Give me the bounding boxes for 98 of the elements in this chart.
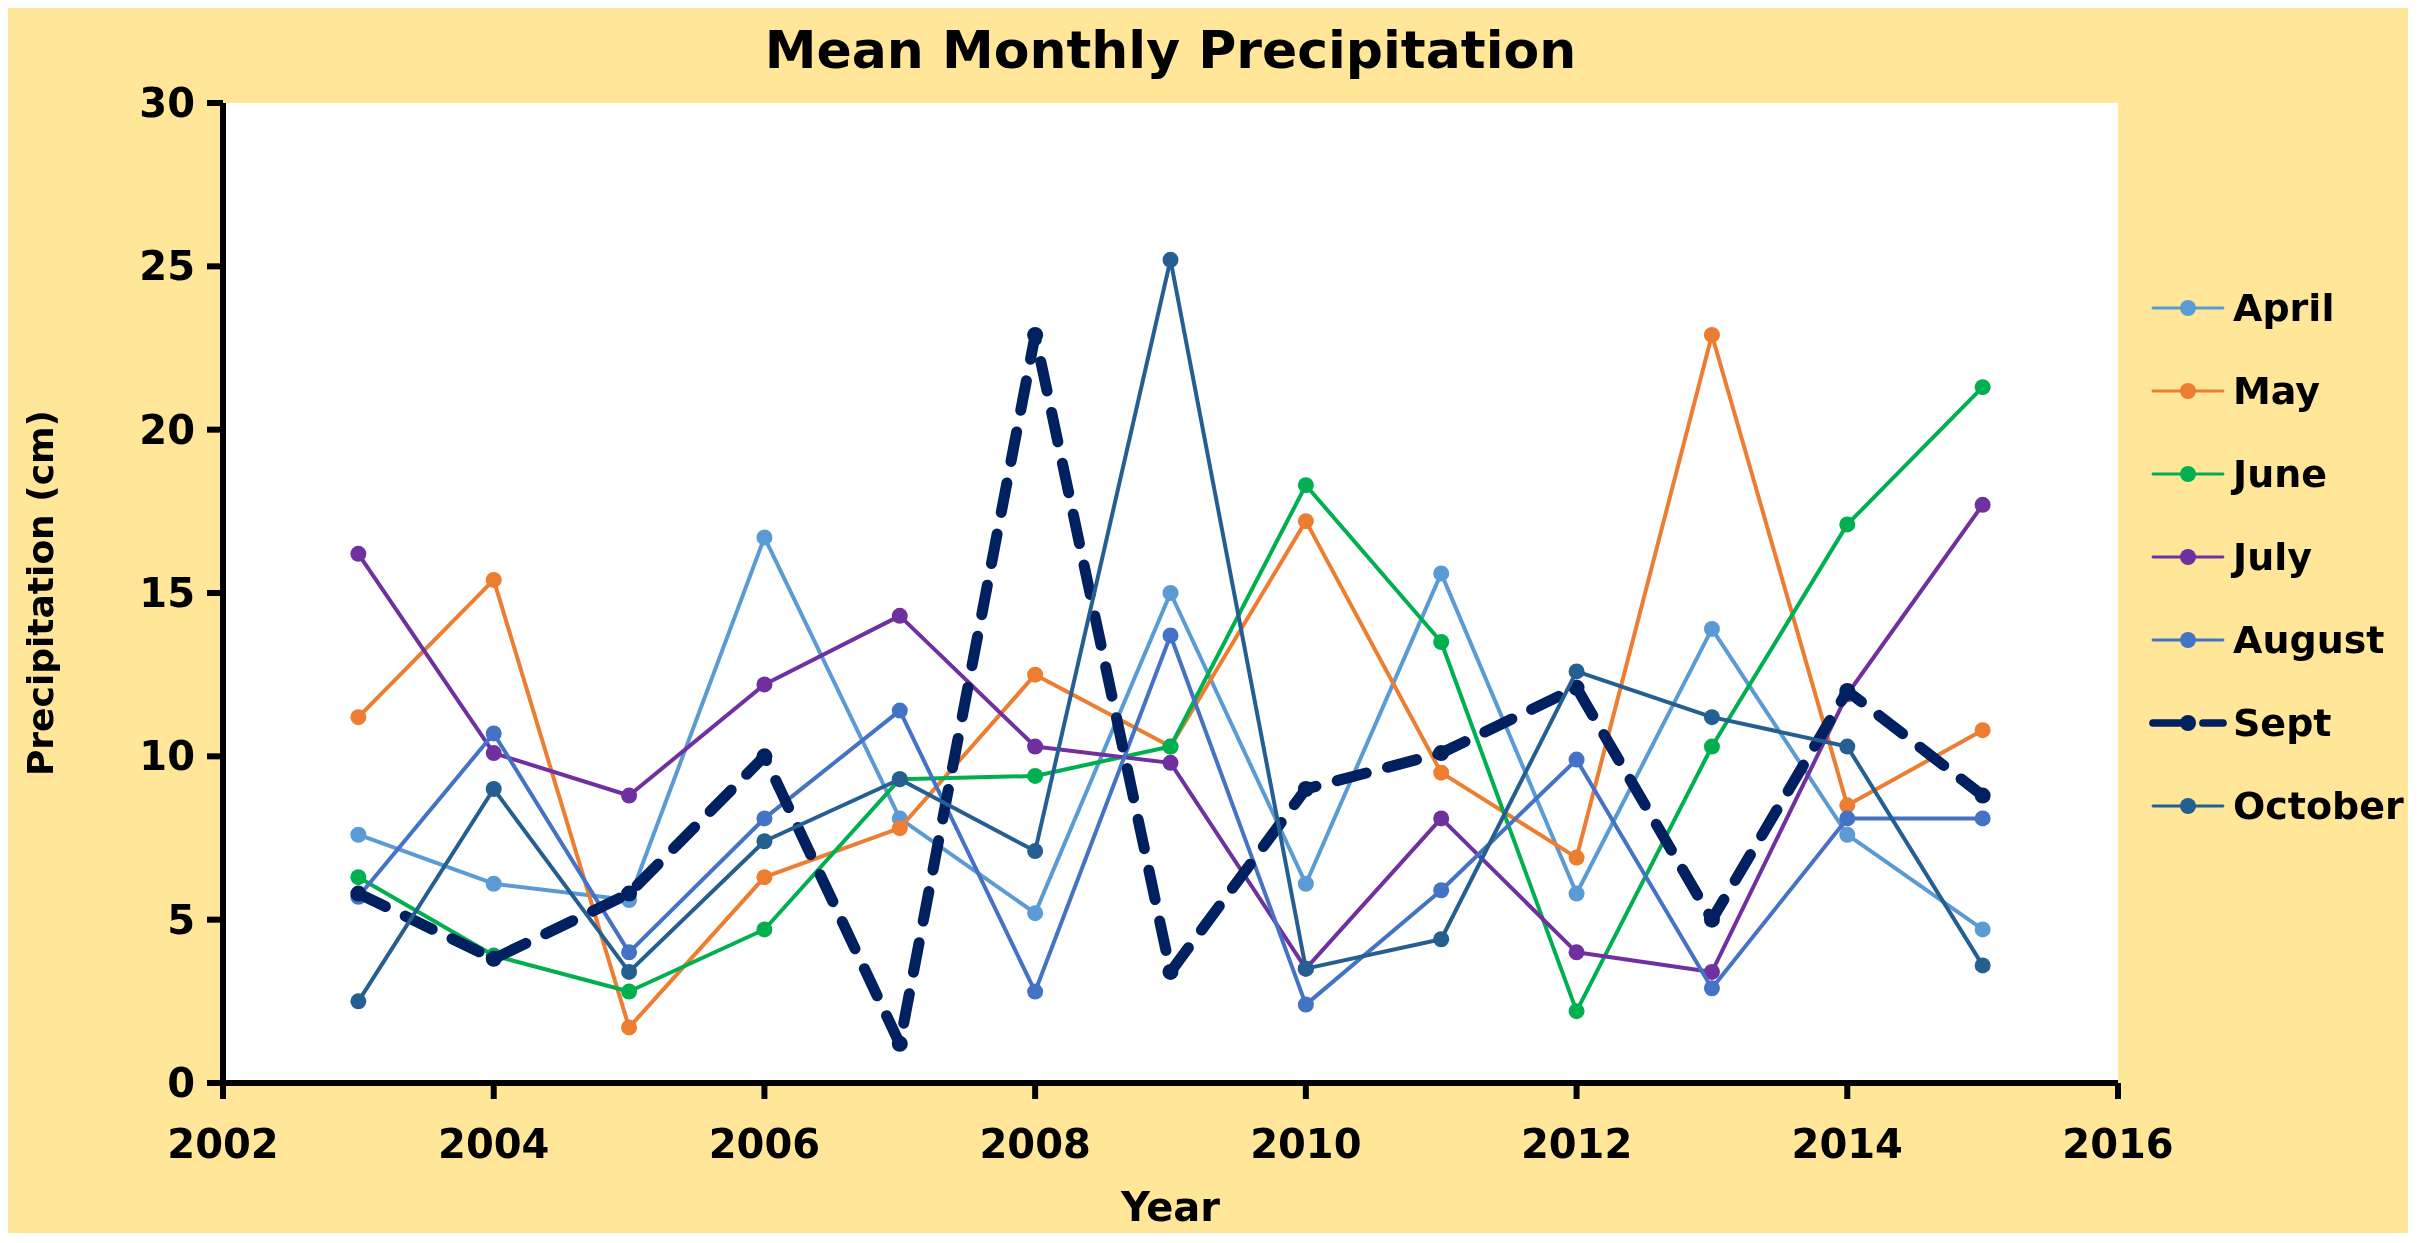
x-tick-label: 2002 [167,1121,279,1167]
point [891,702,908,719]
x-tick-label: 2004 [438,1121,550,1167]
point [1433,745,1450,762]
point [1703,326,1720,343]
legend-label: October [2233,784,2405,829]
point [1297,477,1314,494]
legend-label: August [2233,618,2385,663]
point [621,963,638,980]
point [485,725,502,742]
point [1162,585,1179,601]
y-tick-label: 20 [139,406,195,453]
point [621,1019,638,1036]
point [485,571,502,588]
point [1162,627,1179,644]
point [1027,738,1044,755]
point [1297,996,1314,1013]
point [1297,781,1314,797]
point [485,745,502,762]
x-tick-label: 2012 [1520,1121,1633,1167]
chart-title: Mean Monthly Precipitation [764,20,1577,80]
point [1974,957,1991,974]
point [1839,516,1856,533]
point [1568,849,1585,866]
y-tick-label: 0 [167,1060,195,1106]
point [1433,931,1450,948]
point [756,676,773,693]
y-tick-label: 5 [167,896,195,943]
point [756,810,773,827]
legend-label: May [2233,369,2321,414]
point [621,983,638,1000]
y-tick-label: 10 [139,733,195,780]
point [1568,885,1585,902]
point [1433,565,1450,582]
point [350,709,367,726]
point [1297,513,1314,530]
point [1027,843,1044,860]
y-tick-label: 15 [139,570,195,616]
x-tick-label: 2008 [979,1121,1091,1167]
point [1974,722,1991,739]
point [1839,810,1856,827]
point [1433,634,1450,650]
legend-label: June [2230,452,2328,497]
point [1433,764,1450,781]
point [756,921,773,938]
point [1568,663,1585,680]
point [1162,963,1179,980]
x-tick-label: 2014 [1791,1121,1903,1167]
point [350,545,367,562]
point [350,826,367,843]
legend-label: Sept [2233,701,2332,746]
point [1703,709,1720,726]
point [1839,797,1856,814]
point [1974,921,1991,938]
legend-label: July [2230,535,2313,580]
point [891,607,908,624]
point [1027,767,1044,784]
point [756,833,773,850]
point [1027,666,1044,683]
point [350,869,367,886]
x-axis-title: Year [1119,1184,1221,1230]
point [1974,787,1991,804]
point [1839,738,1856,755]
point [1703,963,1720,980]
point [1974,379,1991,396]
point [891,1035,908,1052]
point [1703,980,1720,997]
point [621,944,638,961]
point [350,993,367,1010]
legend-label: April [2233,286,2335,331]
point [485,781,502,797]
point [621,787,638,804]
point [1027,983,1044,1000]
point [1974,496,1991,513]
point [1568,751,1585,768]
point [1703,620,1720,637]
point [1027,905,1044,922]
point [1974,810,1991,827]
point [1568,944,1585,961]
point [891,820,908,837]
x-tick-label: 2016 [2062,1121,2174,1167]
point [485,875,502,892]
y-tick-label: 25 [139,243,195,290]
point [1839,826,1856,843]
y-axis-title: Precipitation (cm) [20,409,61,777]
point [1297,875,1314,892]
point [1162,754,1179,771]
point [1568,1003,1585,1020]
point [1433,882,1450,899]
x-tick-label: 2010 [1250,1121,1362,1167]
point [756,529,773,546]
point [1433,810,1450,827]
point [1162,251,1179,268]
y-tick-label: 30 [139,80,195,126]
x-tick-label: 2006 [708,1121,821,1167]
point [621,885,638,902]
point [756,869,773,886]
point [1703,738,1720,755]
